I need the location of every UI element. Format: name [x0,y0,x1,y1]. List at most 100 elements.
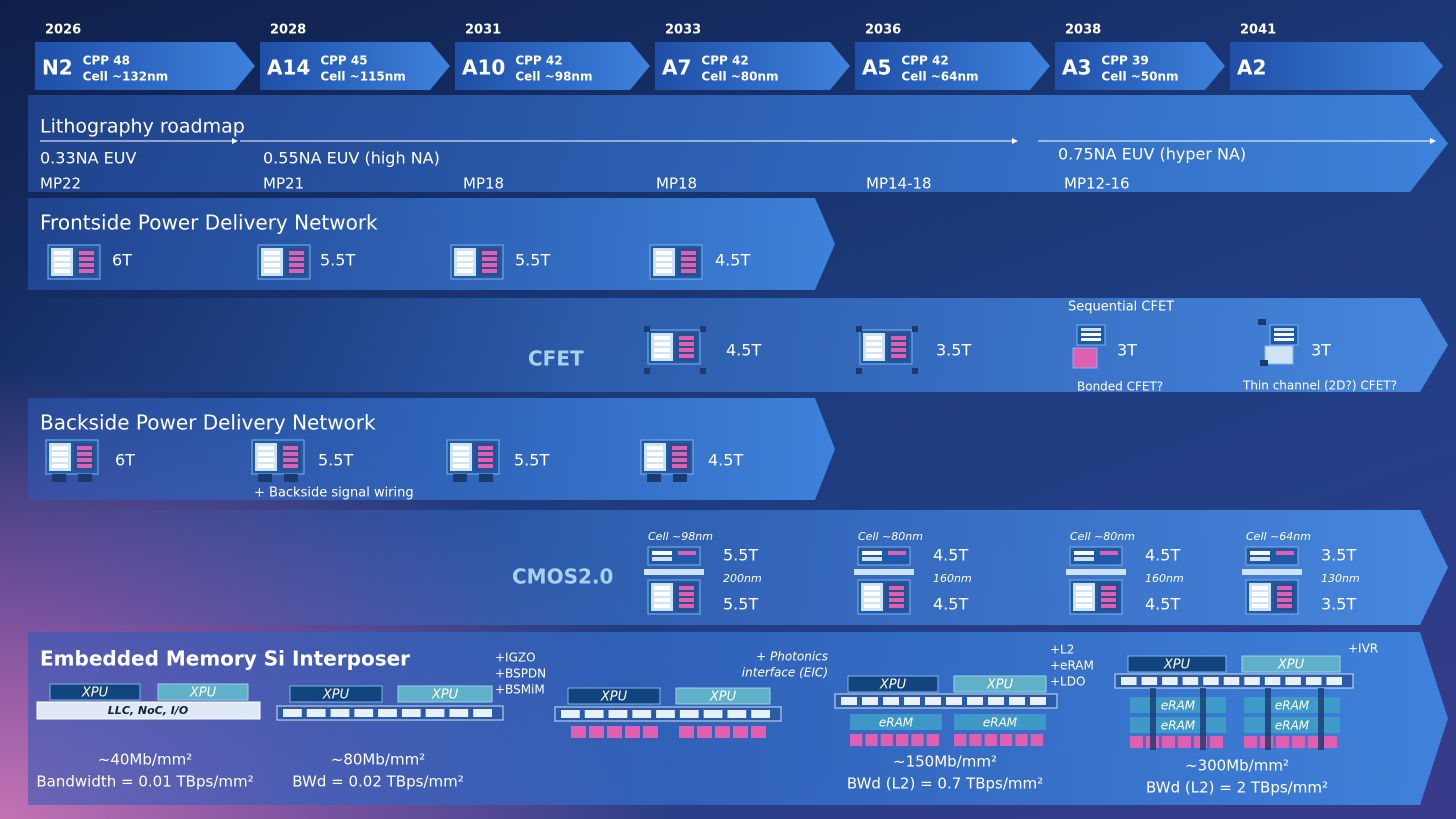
label: CPP 39 [1101,54,1148,68]
label: A2 [1237,56,1266,80]
block [656,263,672,267]
label: Bonded CFET? [1077,380,1163,394]
label: 5.5T [514,451,549,470]
label: 200nm [723,572,762,585]
block [1182,677,1199,685]
block [1305,677,1322,685]
block [654,336,670,340]
block [482,263,497,267]
label: A14 [267,56,310,80]
block [289,685,383,703]
block [1258,319,1266,325]
label: 0.55NA EUV (high NA) [263,149,440,168]
block [1265,688,1271,750]
block [1244,736,1257,748]
block [457,257,473,261]
block [78,474,92,482]
block [864,586,880,590]
block [1308,736,1321,748]
label: CPP 48 [83,54,130,68]
label: Frontside Power Delivery Network [40,211,378,235]
label: + Backside signal wiring [254,486,414,501]
label: XPU [600,690,628,705]
label: 4.5T [726,341,761,360]
block [632,710,652,718]
block [1223,677,1240,685]
block [1076,586,1092,590]
label: Cell ~64nm [901,70,978,84]
block [1121,677,1137,685]
label: eRAM [983,716,1018,730]
block [1150,688,1156,750]
label: MP14-18 [866,175,932,193]
block [457,263,473,267]
block [644,326,650,332]
label: MP22 [40,175,81,193]
block [330,709,350,717]
block [478,464,493,468]
label: 4.5T [933,595,968,614]
block [283,458,298,462]
block [654,586,670,590]
block [589,726,604,738]
block [911,734,924,746]
block [473,709,492,717]
label: Cell ~64nm [1246,530,1311,543]
block [904,697,920,705]
block [850,714,942,730]
block [1081,338,1101,341]
block [1000,734,1013,746]
litho-band [28,95,1448,192]
block [679,342,694,346]
label: 5.5T [318,451,353,470]
block [652,557,672,561]
block [1264,345,1294,365]
block [52,446,68,450]
block [625,726,640,738]
block [847,675,939,693]
block [36,701,261,720]
block [479,474,493,482]
block [862,551,882,555]
label: Cell ~80nm [701,70,778,84]
label: 5.5T [320,251,355,270]
block [289,263,304,267]
label: +eRAM [1050,659,1094,673]
block [656,257,672,261]
block [1252,586,1268,590]
block [857,546,911,566]
block [681,269,696,273]
label: 6T [112,251,132,270]
block [700,368,706,374]
node-chevron [260,42,450,90]
block [354,709,374,717]
label: +IGZO [495,651,536,665]
block [866,342,882,346]
block [52,474,66,482]
block [672,452,687,456]
block [425,709,445,717]
block [883,697,899,705]
block [1318,688,1324,750]
block [889,604,904,608]
block [703,710,723,718]
label: 4.5T [715,251,750,270]
block [289,257,304,261]
block [647,452,663,456]
block [77,464,92,468]
block [679,598,694,602]
block [679,726,694,738]
block [1244,677,1260,685]
label: ~80Mb/mm² [331,751,425,769]
node-chevron [1230,42,1443,90]
label: 0.33NA EUV [40,149,136,168]
block [283,452,298,456]
block [1264,677,1281,685]
block [654,598,670,602]
block [1178,736,1191,748]
block [283,464,298,468]
label: eRAM [1161,699,1196,713]
block [850,734,863,746]
block [925,697,941,705]
